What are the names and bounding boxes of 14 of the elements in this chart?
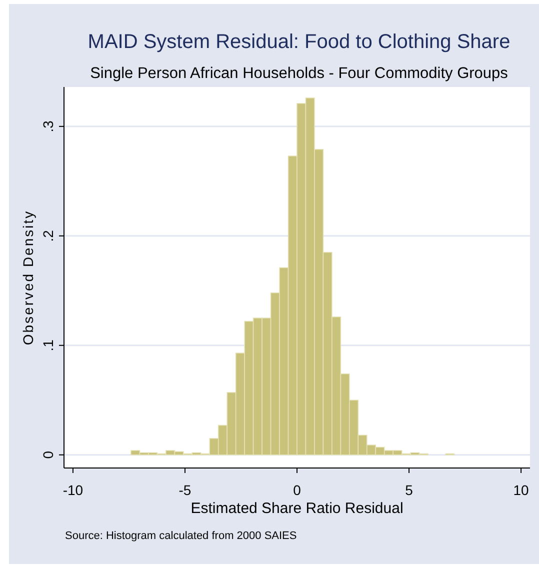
- y-tick-label: .2: [40, 230, 56, 242]
- x-tick-label: 10: [513, 482, 530, 498]
- y-tick-label: .1: [40, 339, 56, 352]
- chart-title: MAID System Residual: Food to Clothing Share: [88, 31, 510, 53]
- y-tick-label: 0: [40, 450, 56, 459]
- source-note: Source: Histogram calculated from 2000 SAIES: [65, 530, 297, 542]
- x-tick-label: 0: [293, 482, 302, 498]
- x-tick-label: 5: [405, 482, 414, 498]
- x-tick-label: -10: [62, 482, 84, 498]
- x-axis-title: Estimated Share Ratio Residual: [190, 500, 404, 517]
- y-tick-label: .3: [40, 120, 56, 132]
- chart-subtitle: Single Person African Households - Four Commodity Groups: [90, 65, 508, 82]
- x-tick-label: -5: [178, 482, 192, 498]
- y-axis-title: Observed Density: [20, 210, 36, 346]
